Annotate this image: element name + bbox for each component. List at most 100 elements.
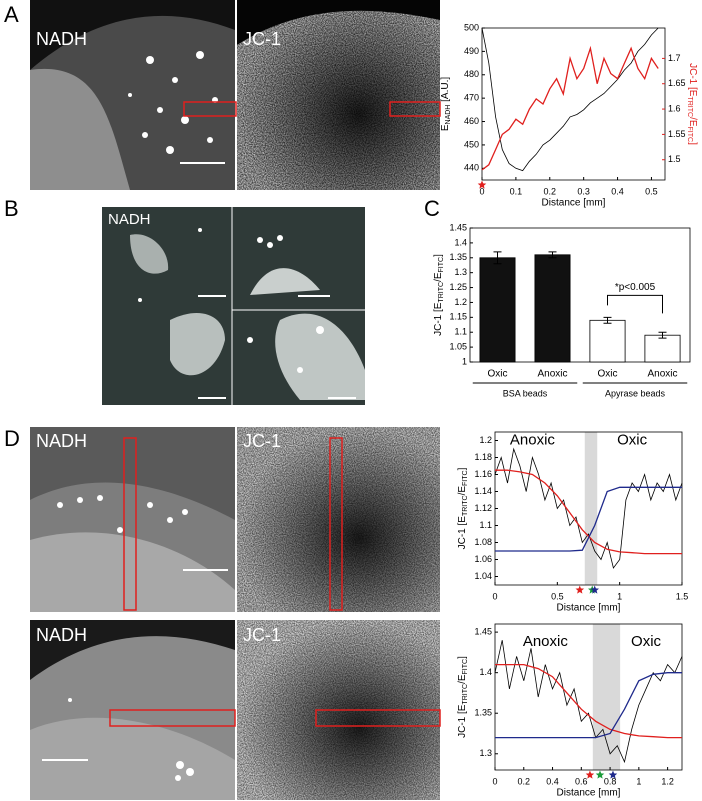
significance-label: *p<0.005 xyxy=(615,282,656,293)
data-line xyxy=(481,27,659,172)
axis-title-part: JC-1 [E xyxy=(457,704,468,738)
y-tick-label: 480 xyxy=(464,69,479,79)
x-tick-label: 1 xyxy=(617,591,622,601)
y-tick-label: 1.3 xyxy=(479,748,492,758)
image-label: NADH xyxy=(36,625,87,645)
image-jc1-a xyxy=(237,0,441,190)
y-tick-label: 490 xyxy=(464,46,479,56)
position-marker xyxy=(585,770,595,779)
y-tick-label: 1.4 xyxy=(454,237,467,247)
x-tick-label: 0.6 xyxy=(575,776,588,786)
error-bar xyxy=(493,251,502,265)
x-tick-label: 0.4 xyxy=(611,186,624,196)
y-tick-label: 1.45 xyxy=(449,222,467,232)
bar xyxy=(534,254,571,363)
bar xyxy=(479,257,516,363)
y-tick-label: 1.45 xyxy=(474,626,492,636)
error-bar xyxy=(658,331,667,339)
x-tick-label: 0 xyxy=(492,591,497,601)
annotation: Oxic xyxy=(631,633,662,650)
data-line xyxy=(495,469,682,555)
axis-title-part: [A.U.] xyxy=(440,77,451,105)
y-tick-label: 1.08 xyxy=(474,537,492,547)
plot-frame xyxy=(494,623,683,771)
x-tick-label: 1 xyxy=(636,776,641,786)
y-tick-label: 1.2 xyxy=(454,297,467,307)
axis-title: JC-1 [ETRITC/EFITC] xyxy=(457,656,470,738)
axis-title-part: /E xyxy=(457,674,468,684)
y-tick-label: 1.3 xyxy=(454,267,467,277)
error-bar xyxy=(603,316,612,324)
significance-bracket xyxy=(607,294,663,314)
axis-title-part: ] xyxy=(457,467,468,470)
axis-title-part: JC-1 [E xyxy=(433,302,444,336)
data-line xyxy=(494,640,683,764)
y-tick-label: 1.18 xyxy=(474,452,492,462)
error-bar xyxy=(548,251,557,259)
x-tick-label: 0.2 xyxy=(518,776,531,786)
panel-label: B xyxy=(4,196,19,221)
data-line xyxy=(495,486,682,552)
data-line xyxy=(495,663,682,739)
x-tick-label: Anoxic xyxy=(647,369,677,380)
x-axis-title: Distance [mm] xyxy=(542,198,606,209)
bar xyxy=(644,334,681,363)
axis-title-subscript: FITC xyxy=(462,470,469,486)
y-tick-label: 1.35 xyxy=(449,252,467,262)
image-nadh-a xyxy=(30,0,237,190)
y2-tick-label: 1.6 xyxy=(668,103,681,113)
x-tick-label: 0.4 xyxy=(546,776,559,786)
image-label: NADH xyxy=(36,431,87,451)
position-marker xyxy=(595,770,605,779)
annotation: Anoxic xyxy=(510,431,556,448)
image-label: JC-1 xyxy=(243,29,281,49)
image-label: JC-1 xyxy=(243,431,281,451)
axis-title-part: ] xyxy=(687,142,698,145)
x-tick-label: 1.5 xyxy=(676,591,689,601)
axis-title-part: E xyxy=(440,124,451,131)
axis-title: JC-1 [ETRITC/EFITC] xyxy=(433,254,446,336)
axis-title-subscript: FITC xyxy=(462,659,469,675)
axis-title-subscript: FITC xyxy=(686,127,693,143)
axis-title-part: JC-1 [E xyxy=(687,63,698,97)
data-line xyxy=(495,672,682,739)
image-label: JC-1 xyxy=(243,625,281,645)
bar xyxy=(589,319,626,363)
axis-title-subscript: NADH xyxy=(445,105,452,125)
image-label: NADH xyxy=(108,211,151,228)
axis-title-part: /E xyxy=(433,272,444,282)
y-tick-label: 460 xyxy=(464,116,479,126)
x-tick-label: 0.2 xyxy=(544,186,557,196)
shaded-region xyxy=(584,432,598,585)
position-marker xyxy=(608,770,618,779)
data-line xyxy=(494,447,683,569)
y-tick-label: 1.04 xyxy=(474,571,492,581)
axis-title-part: JC-1 [E xyxy=(457,516,468,550)
x-tick-label: 0 xyxy=(479,186,484,196)
shaded-region xyxy=(592,624,621,770)
x-tick-label: 0.3 xyxy=(577,186,590,196)
data-line xyxy=(481,45,659,171)
axis-title-subscript: TRITC xyxy=(686,96,693,117)
x-axis-title: Distance [mm] xyxy=(557,603,621,614)
x-axis-title: Distance [mm] xyxy=(557,788,621,799)
panel-label: C xyxy=(424,196,440,221)
axis-title-part: ] xyxy=(457,656,468,659)
image-nadh-d1 xyxy=(30,427,235,612)
y-tick-label: 1.1 xyxy=(479,520,492,530)
image-nadh-d2 xyxy=(30,620,236,800)
x-tick-label: 0.5 xyxy=(645,186,658,196)
y-tick-label: 1.35 xyxy=(474,708,492,718)
y-tick-label: 1.16 xyxy=(474,469,492,479)
y-tick-label: 1.12 xyxy=(474,503,492,513)
x-tick-label: 0.1 xyxy=(510,186,523,196)
annotation: Anoxic xyxy=(523,633,569,650)
x-tick-label: 1.2 xyxy=(661,776,674,786)
axis-title-part: ] xyxy=(433,254,444,257)
position-marker xyxy=(477,180,487,189)
annotation: Oxic xyxy=(617,431,648,448)
y2-tick-label: 1.7 xyxy=(668,53,681,63)
y-tick-label: 1.4 xyxy=(479,667,492,677)
group-label: Apyrase beads xyxy=(605,388,666,398)
